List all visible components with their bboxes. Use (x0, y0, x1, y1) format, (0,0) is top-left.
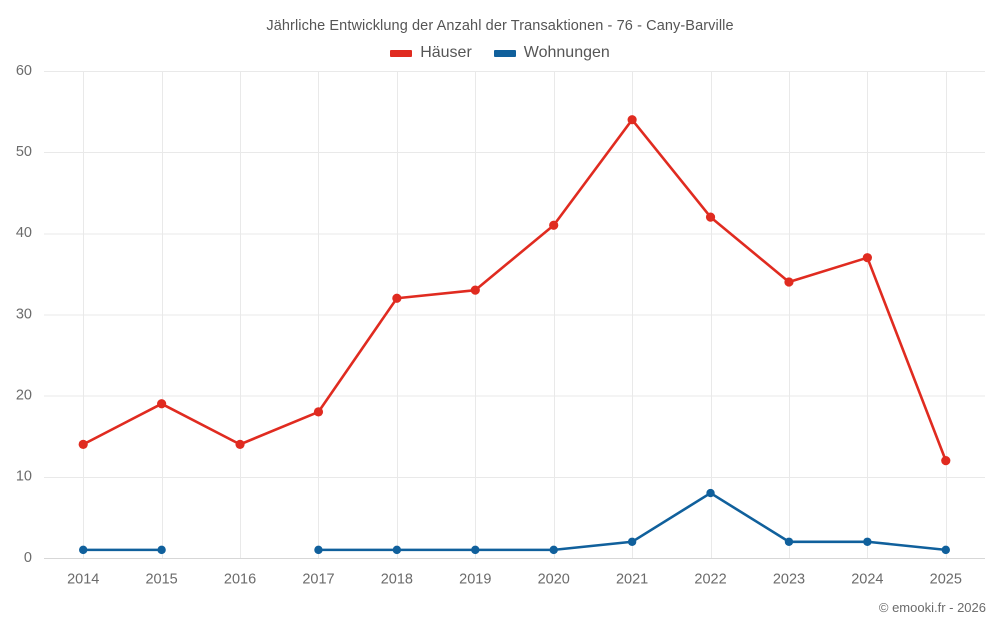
series-line-h-user (81, 118, 948, 462)
legend-item-wohnungen[interactable]: Wohnungen (493, 44, 610, 62)
data-point-h-user[interactable] (470, 285, 480, 295)
x-axis-tick-label: 2023 (773, 572, 805, 588)
x-axis-tick-label: 2025 (930, 572, 962, 588)
y-axis-tick-label: 10 (16, 469, 32, 485)
data-point-h-user[interactable] (862, 253, 872, 263)
data-point-h-user[interactable] (549, 220, 559, 230)
data-point-h-user[interactable] (941, 456, 951, 466)
legend-label-hauser: Häuser (420, 44, 472, 61)
legend-swatch-wohnungen (493, 49, 516, 57)
x-axis-tick-label: 2020 (538, 572, 570, 588)
data-point-wohnungen[interactable] (941, 545, 950, 555)
y-axis-tick-label: 40 (16, 225, 32, 241)
y-axis-tick-label: 0 (24, 550, 32, 566)
chart-title: Jährliche Entwicklung der Anzahl der Tra… (266, 18, 734, 34)
x-axis-tick-label: 2024 (851, 572, 883, 588)
y-axis-tick-label: 30 (16, 306, 32, 322)
copyright-footer: © emooki.fr - 2026 (878, 600, 986, 615)
data-point-wohnungen[interactable] (157, 545, 166, 555)
x-axis-tick-label: 2016 (224, 572, 256, 588)
x-axis-tick-label: 2022 (694, 572, 726, 588)
chart-legend: Häuser Wohnungen (0, 44, 1000, 62)
data-point-wohnungen[interactable] (627, 537, 637, 546)
data-point-wohnungen[interactable] (863, 537, 872, 546)
data-point-h-user[interactable] (157, 399, 167, 409)
data-point-wohnungen[interactable] (784, 537, 794, 546)
y-axis-tick-label: 20 (16, 387, 32, 403)
x-axis-tick-label: 2019 (459, 572, 491, 588)
x-axis-tick-label: 2015 (145, 572, 177, 588)
data-point-wohnungen[interactable] (706, 488, 715, 498)
x-axis-tick-label: 2021 (616, 572, 648, 588)
data-point-h-user[interactable] (78, 439, 88, 449)
data-point-h-user[interactable] (235, 439, 245, 449)
y-axis-tick-label: 50 (16, 144, 32, 160)
x-axis-tick-label: 2018 (381, 572, 413, 588)
data-point-wohnungen[interactable] (79, 545, 88, 555)
legend-swatch-hauser (390, 49, 413, 57)
legend-label-wohnungen: Wohnungen (523, 44, 610, 61)
series-wohnungen (79, 488, 950, 555)
x-axis-tick-label: 2017 (302, 572, 334, 588)
data-point-h-user[interactable] (313, 407, 324, 417)
data-point-h-user[interactable] (627, 115, 637, 125)
data-point-wohnungen[interactable] (471, 545, 480, 555)
data-point-h-user[interactable] (784, 277, 794, 287)
data-point-h-user[interactable] (705, 212, 716, 222)
x-axis-tick-label: 2014 (67, 572, 99, 588)
data-point-wohnungen[interactable] (549, 545, 558, 555)
y-axis-tick-label: 60 (16, 63, 32, 79)
legend-item-hauser[interactable]: Häuser (390, 44, 472, 62)
data-point-wohnungen[interactable] (392, 545, 402, 555)
data-point-h-user[interactable] (392, 293, 402, 303)
data-point-wohnungen[interactable] (314, 545, 323, 555)
series-h-user (78, 115, 951, 466)
